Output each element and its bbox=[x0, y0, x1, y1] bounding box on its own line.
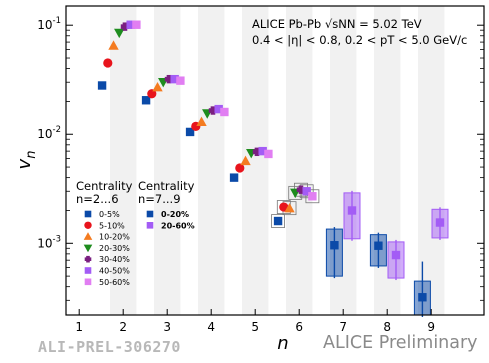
marker-10-20% bbox=[240, 155, 251, 166]
marker-50-60% bbox=[264, 149, 273, 159]
plot-frame bbox=[65, 5, 485, 316]
legend-label: 20-30% bbox=[99, 244, 130, 253]
legend-label: 40-50% bbox=[99, 267, 130, 276]
legend-label: 5-10% bbox=[99, 221, 125, 230]
annotation: ALICE Pb-Pb √sNN = 5.02 TeV 0.4 < |η| < 0… bbox=[252, 17, 467, 47]
x-tick-label: 8 bbox=[383, 320, 391, 334]
marker-40-50% bbox=[170, 74, 179, 84]
x-tick-label: 3 bbox=[163, 320, 171, 334]
marker-50-60% bbox=[176, 76, 185, 85]
legend-subtitle: n=2...6 bbox=[76, 192, 119, 206]
legend-marker bbox=[83, 232, 93, 240]
y-tick-label: 10-1 bbox=[37, 16, 61, 32]
marker-50-60% bbox=[308, 192, 317, 201]
marker-5-10% bbox=[147, 89, 157, 99]
marker-5-10% bbox=[103, 58, 113, 68]
legend-marker bbox=[84, 267, 92, 274]
legend-label: 10-20% bbox=[99, 233, 130, 242]
marker-10-20% bbox=[152, 82, 163, 92]
marker-20-60% bbox=[435, 218, 445, 227]
marker-40-50% bbox=[126, 20, 135, 29]
legend: Centralityn=2...60-5%5-10%10-20%20-30%30… bbox=[76, 179, 195, 287]
marker-0-5% bbox=[141, 96, 151, 105]
marker-30-40%-v bbox=[254, 147, 260, 157]
band-n2 bbox=[110, 6, 137, 315]
marker-20-60% bbox=[347, 206, 357, 215]
marker-30-40%-v bbox=[210, 106, 216, 115]
legend-title: Centrality bbox=[138, 179, 195, 193]
band-n3 bbox=[154, 6, 181, 315]
marker-10-20% bbox=[108, 40, 119, 50]
x-tick-label: 6 bbox=[295, 320, 303, 334]
y-axis-label: vn bbox=[14, 151, 39, 170]
marker-0-20% bbox=[374, 241, 383, 250]
x-tick-label: 1 bbox=[75, 320, 83, 334]
legend-label: 30-40% bbox=[99, 255, 130, 264]
legend-label: 0-5% bbox=[99, 210, 120, 219]
legend-marker-v bbox=[86, 255, 90, 263]
marker-30-40%-v bbox=[166, 74, 172, 84]
legend-marker bbox=[84, 221, 92, 229]
marker-5-10% bbox=[235, 163, 245, 173]
marker-0-5% bbox=[185, 127, 195, 137]
legend-marker bbox=[84, 210, 92, 218]
annotation-line2: 0.4 < |η| < 0.8, 0.2 < pT < 5.0 GeV/c bbox=[252, 33, 467, 47]
x-tick-label: 5 bbox=[251, 320, 259, 334]
y-tick-label: 10-3 bbox=[37, 234, 61, 250]
annotation-line1: ALICE Pb-Pb √sNN = 5.02 TeV bbox=[252, 17, 422, 31]
marker-0-5% bbox=[229, 173, 239, 182]
marker-10-20% bbox=[196, 116, 207, 127]
band-n4 bbox=[198, 6, 225, 315]
sys-box bbox=[305, 189, 320, 204]
marker-50-60% bbox=[220, 107, 229, 117]
marker-0-5% bbox=[273, 216, 283, 226]
legend-title: Centrality bbox=[76, 179, 133, 193]
x-tick-label: 2 bbox=[119, 320, 127, 334]
legend-marker bbox=[83, 244, 93, 253]
marker-40-50% bbox=[302, 187, 311, 196]
legend-marker bbox=[146, 222, 154, 229]
data-markers bbox=[97, 20, 445, 302]
legend-label: 20-60% bbox=[161, 221, 195, 230]
x-tick-label: 7 bbox=[339, 320, 347, 334]
legend-marker bbox=[84, 278, 92, 286]
preliminary-label: ALICE Preliminary bbox=[323, 333, 478, 353]
marker-40-50% bbox=[214, 104, 223, 114]
legend-label: 0-20% bbox=[161, 210, 189, 219]
preliminary-id: ALI-PREL-306270 bbox=[38, 338, 181, 356]
marker-0-20% bbox=[418, 293, 427, 302]
legend-subtitle: n=7...9 bbox=[138, 192, 181, 206]
marker-10-20% bbox=[284, 202, 295, 213]
legend-label: 50-60% bbox=[99, 278, 130, 287]
x-tick-label: 4 bbox=[207, 320, 215, 334]
x-tick-label: 9 bbox=[427, 320, 435, 334]
x-axis-label: n bbox=[277, 333, 288, 354]
band-n6 bbox=[286, 6, 313, 315]
marker-0-20% bbox=[330, 241, 339, 250]
marker-40-50% bbox=[258, 146, 267, 156]
marker-50-60% bbox=[132, 20, 141, 29]
sys-box bbox=[271, 214, 285, 228]
legend-marker bbox=[146, 210, 154, 218]
marker-20-60% bbox=[391, 250, 401, 260]
marker-30-40%-v bbox=[122, 22, 128, 31]
y-tick-label: 10-2 bbox=[37, 125, 61, 141]
marker-30-40%-v bbox=[298, 185, 304, 194]
marker-0-5% bbox=[97, 81, 107, 90]
marker-20-30% bbox=[114, 28, 125, 39]
